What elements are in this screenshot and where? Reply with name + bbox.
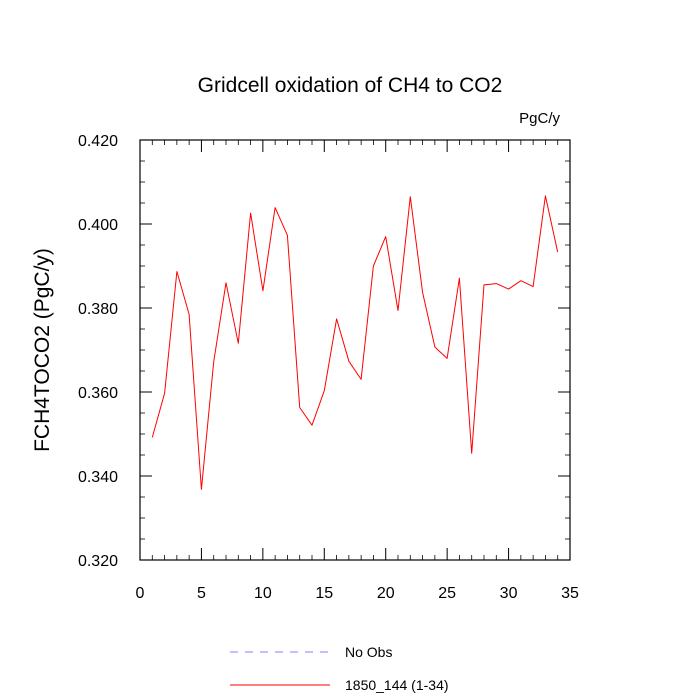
axis-ticks xyxy=(139,139,571,561)
series-group xyxy=(151,195,559,490)
x-tick-label: 20 xyxy=(377,585,395,602)
y-tick-label: 0.320 xyxy=(78,553,118,570)
y-axis-label: FCH4TOCO2 (PgC/y) xyxy=(31,248,54,452)
legend-series-label: 1850_144 (1-34) xyxy=(345,677,449,693)
x-tick-label: 0 xyxy=(136,585,145,602)
legend: No Obs 1850_144 (1-34) xyxy=(230,644,449,693)
plot-frame xyxy=(139,139,571,561)
series-line xyxy=(151,195,559,490)
x-tick-label: 35 xyxy=(561,585,579,602)
x-tick-label: 30 xyxy=(500,585,518,602)
legend-no-obs-label: No Obs xyxy=(345,644,392,660)
y-tick-label: 0.360 xyxy=(78,385,118,402)
chart-title: Gridcell oxidation of CH4 to CO2 xyxy=(198,74,503,97)
y-tick-label: 0.340 xyxy=(78,469,118,486)
x-tick-label: 10 xyxy=(254,585,272,602)
y-tick-label: 0.380 xyxy=(78,301,118,318)
y-tick-label: 0.400 xyxy=(78,217,118,234)
x-tick-label: 15 xyxy=(315,585,333,602)
units-label: PgC/y xyxy=(519,110,560,127)
axis-tick-labels: 0 5 10 15 20 25 30 35 0.320 0.340 0.360 0.380 0.400 0… xyxy=(78,133,579,602)
y-tick-label: 0.420 xyxy=(78,133,118,150)
x-tick-label: 5 xyxy=(197,585,206,602)
x-tick-label: 25 xyxy=(438,585,456,602)
